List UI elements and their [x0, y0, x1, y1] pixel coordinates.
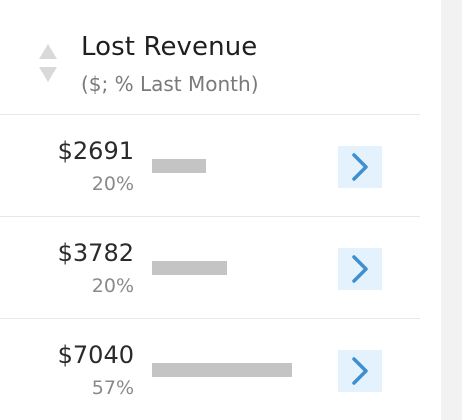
sort-ascending-icon[interactable] [39, 44, 57, 59]
sort-descending-icon[interactable] [39, 67, 57, 82]
row-details-button[interactable] [338, 146, 382, 188]
panel-title: Lost Revenue [81, 32, 258, 62]
revenue-bar [152, 159, 206, 173]
revenue-amount: $7040 [57, 341, 134, 369]
chevron-right-icon [352, 255, 368, 283]
list-item: $2691 20% [0, 115, 420, 217]
revenue-bar [152, 363, 292, 377]
row-details-button[interactable] [338, 350, 382, 392]
revenue-amount: $3782 [57, 239, 134, 267]
panel-header: Lost Revenue ($; % Last Month) [0, 0, 420, 115]
row-details-button[interactable] [338, 248, 382, 290]
revenue-amount: $2691 [57, 137, 134, 165]
list-item: $3782 20% [0, 217, 420, 319]
chevron-right-icon [352, 153, 368, 181]
panel-subtitle: ($; % Last Month) [81, 72, 259, 96]
scrollbar-track[interactable] [441, 0, 462, 420]
revenue-percent: 57% [91, 377, 134, 399]
revenue-bar [152, 261, 227, 275]
chevron-right-icon [352, 357, 368, 385]
revenue-percent: 20% [91, 275, 134, 297]
sort-toggle[interactable] [38, 44, 58, 84]
lost-revenue-panel: Lost Revenue ($; % Last Month) $2691 20%… [0, 0, 420, 420]
list-item: $7040 57% [0, 319, 420, 420]
revenue-percent: 20% [91, 173, 134, 195]
